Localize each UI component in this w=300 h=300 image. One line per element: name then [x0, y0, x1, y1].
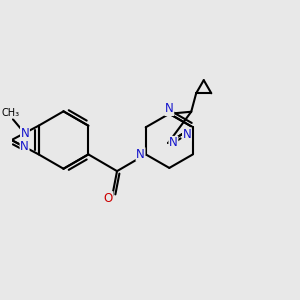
Text: N: N	[169, 136, 178, 149]
Text: CH₃: CH₃	[1, 108, 19, 118]
Text: N: N	[136, 148, 145, 161]
Text: N: N	[20, 140, 29, 153]
Text: N: N	[165, 103, 174, 116]
Text: N: N	[21, 127, 29, 140]
Text: N: N	[183, 128, 191, 141]
Text: O: O	[103, 192, 113, 205]
